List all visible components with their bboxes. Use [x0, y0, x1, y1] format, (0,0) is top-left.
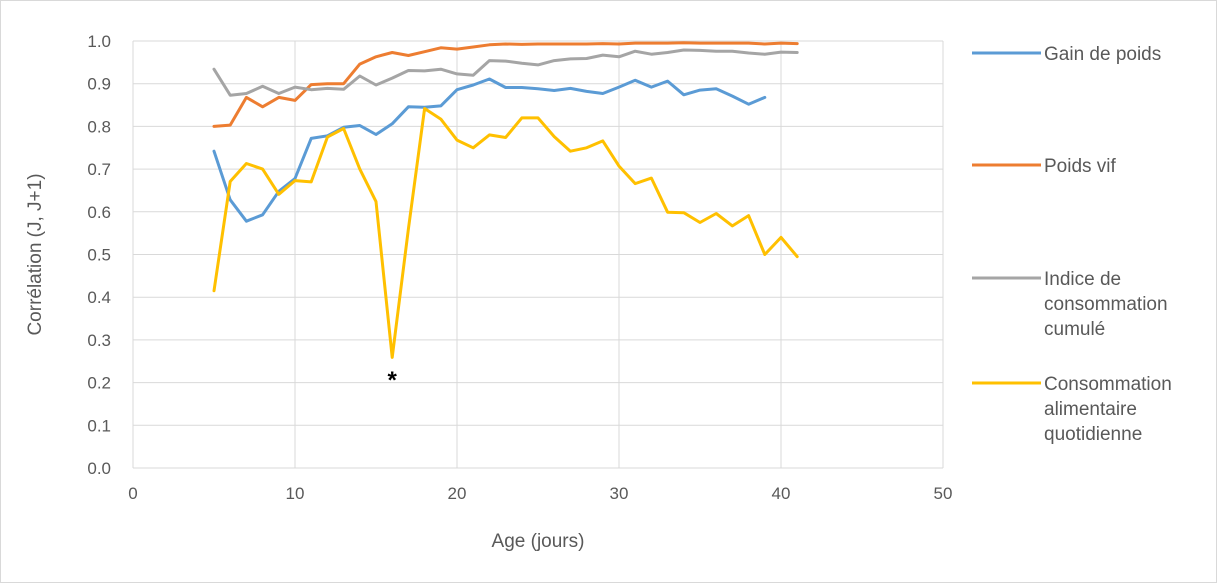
- legend-label: Consommation: [1044, 374, 1172, 395]
- y-tick-label: 0.8: [87, 117, 111, 136]
- y-tick-label: 0.6: [87, 203, 111, 222]
- series-line-gain-de-poids: [212, 77, 767, 223]
- gridlines: [133, 40, 944, 468]
- y-tick-label: 0.3: [87, 331, 111, 350]
- legend: Gain de poids Poids vif Indice de consommat…: [972, 44, 1172, 445]
- axes: [132, 41, 943, 469]
- y-tick-label: 0.5: [87, 246, 111, 265]
- legend-label: Gain de poids: [1044, 44, 1161, 65]
- legend-label: consommation: [1044, 294, 1168, 315]
- series-line-consommation-alimentaire-quotidienne: [212, 107, 799, 359]
- y-tick-label: 1.0: [87, 32, 111, 51]
- y-tick-label: 0.9: [87, 75, 111, 94]
- x-tick-label: 20: [448, 484, 467, 503]
- x-tick-label: 30: [610, 484, 629, 503]
- legend-label: quotidienne: [1044, 424, 1142, 445]
- series-layer: [212, 41, 799, 359]
- x-tick-label: 0: [128, 484, 137, 503]
- y-tick-label: 0.0: [87, 459, 111, 478]
- y-tick-label: 0.7: [87, 160, 111, 179]
- x-axis-title: Age (jours): [492, 531, 585, 552]
- x-tick-label: 50: [934, 484, 953, 503]
- legend-label: Poids vif: [1044, 156, 1117, 177]
- x-tick-label: 10: [286, 484, 305, 503]
- y-tick-label: 0.4: [87, 288, 111, 307]
- legend-label: alimentaire: [1044, 399, 1137, 420]
- y-tick-label: 0.1: [87, 416, 111, 435]
- legend-label: cumulé: [1044, 319, 1105, 340]
- annotation-asterisk: *: [388, 367, 398, 394]
- series-line-poids-vif: [212, 41, 799, 128]
- y-tick-label: 0.2: [87, 374, 111, 393]
- y-axis-title: Corrélation (J, J+1): [25, 173, 46, 335]
- series-line-indice-de-consommation-cumule: [212, 48, 799, 97]
- x-tick-label: 40: [772, 484, 791, 503]
- legend-label: Indice de: [1044, 269, 1121, 290]
- tick-labels: 0.0 0.1 0.2 0.3 0.4 0.5 0.6 0.7 0.8 0.9 1.0 0 10 20 30…: [87, 32, 952, 503]
